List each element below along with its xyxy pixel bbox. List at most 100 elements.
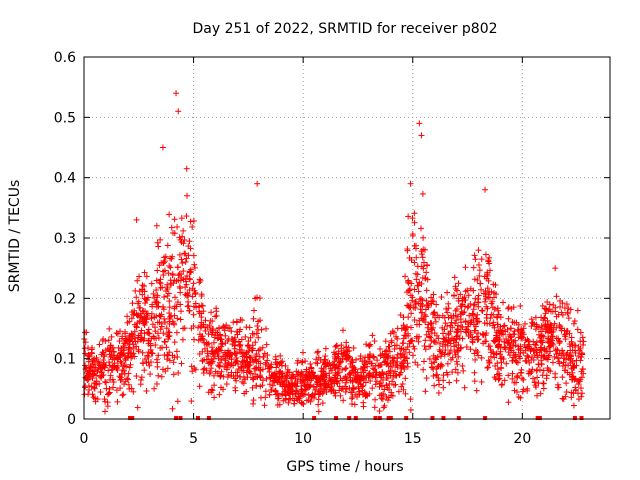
data-point [266,391,273,398]
data-point [489,304,496,311]
zero-value-marker [178,416,183,420]
data-point [97,389,104,396]
data-point [549,308,556,315]
data-point [575,353,582,360]
data-point [362,354,369,361]
data-point [168,312,175,319]
data-point [555,354,562,361]
data-point [168,224,175,231]
x-tick-label: 20 [513,431,531,447]
data-point [238,363,245,370]
data-point [457,291,464,298]
data-point [208,348,215,355]
data-point [371,338,378,345]
zero-value-marker [430,416,435,420]
data-point [476,267,483,274]
data-point [467,346,474,353]
data-point [389,378,396,385]
data-point [444,360,451,367]
data-point [240,367,247,374]
data-point [562,333,569,340]
data-point [462,264,469,271]
data-point [130,388,137,395]
data-point [485,357,492,364]
data-point [171,277,178,284]
data-point [505,315,512,322]
data-point [102,378,109,385]
data-point [534,366,541,373]
data-point [246,368,253,375]
data-point [319,400,326,407]
data-point [430,352,437,359]
data-point [376,408,383,415]
data-point [537,338,544,345]
data-point [388,389,395,396]
data-point [512,337,519,344]
data-point [210,339,217,346]
data-point [388,339,395,346]
data-point [533,339,540,346]
data-point [496,337,503,344]
data-point [398,360,405,367]
data-point [457,303,464,310]
data-point [294,357,301,364]
data-point [501,338,508,345]
data-point [190,280,197,287]
data-point [393,355,400,362]
data-point [478,256,485,263]
data-point [411,219,418,226]
data-point [88,349,95,356]
data-point [384,375,391,382]
data-point [552,265,559,272]
data-point [249,374,256,381]
data-point [486,294,493,301]
data-point [359,383,366,390]
data-point [155,372,162,379]
data-point [423,269,430,276]
data-point [218,336,225,343]
data-point [153,287,160,294]
data-point [565,315,572,322]
data-point [182,250,189,257]
data-point [505,305,512,312]
data-point [250,400,257,407]
data-point [494,321,501,328]
data-point [505,372,512,379]
data-point [188,398,195,405]
data-point [411,317,418,324]
data-point [470,313,477,320]
data-point [343,352,350,359]
data-point [98,369,105,376]
data-point [314,349,321,356]
data-point [83,374,90,381]
data-point [182,284,189,291]
data-point [120,391,127,398]
data-point [114,398,121,405]
data-point [488,300,495,307]
data-point [145,294,152,301]
data-point [471,350,478,357]
data-point [438,294,445,301]
data-point [255,347,262,354]
data-point [222,332,229,339]
data-point [470,287,477,294]
data-point [85,344,92,351]
zero-value-marker [572,416,577,420]
data-point [371,404,378,411]
data-point [101,396,108,403]
data-point [453,329,460,336]
data-point [384,384,391,391]
data-point [444,342,451,349]
data-point [570,402,577,409]
data-point [514,373,521,380]
data-point [475,299,482,306]
data-point [406,254,413,261]
data-point [177,277,184,284]
data-point [482,186,489,193]
data-point [153,222,160,229]
data-point [105,390,112,397]
data-point [190,252,197,259]
data-point [287,384,294,391]
data-point [372,396,379,403]
data-point [366,372,373,379]
